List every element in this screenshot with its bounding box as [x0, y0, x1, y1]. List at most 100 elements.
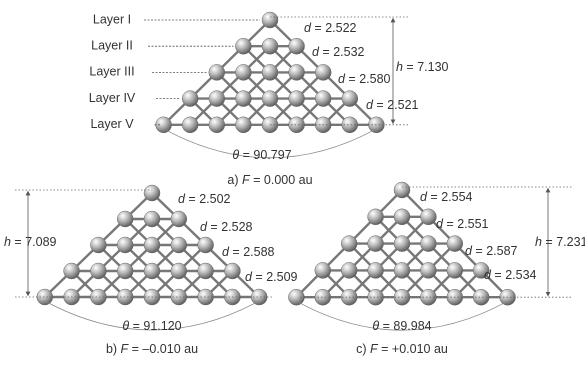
distance-label: d = 2.522	[304, 21, 357, 35]
atom	[171, 211, 187, 227]
distance-label-part: = 2.521	[373, 98, 419, 112]
atom	[288, 289, 304, 305]
atom	[420, 236, 436, 252]
caption-part: = –0.010 au	[128, 342, 198, 356]
distance-label: d = 2.521	[366, 98, 419, 112]
distance-label: d = 2.534	[484, 268, 537, 282]
figure: h = 7.130 θ = 90.797 d = 2.522 d = 2.532 d =…	[0, 0, 585, 370]
atom	[394, 209, 410, 225]
atom	[341, 262, 357, 278]
height-label: h = 7.231	[535, 235, 585, 249]
layer-label: Layer I	[93, 12, 131, 26]
atom	[198, 237, 214, 253]
angle-label-part: = 91.120	[129, 319, 182, 333]
atom	[262, 38, 278, 54]
layer-label: Layer III	[89, 65, 134, 79]
distance-label: d = 2.580	[338, 72, 391, 86]
distance-label: d = 2.554	[420, 190, 473, 204]
distance-label-part: = 2.534	[491, 268, 537, 282]
distance-label-part: = 2.532	[319, 45, 365, 59]
atom	[209, 64, 225, 80]
atom	[90, 263, 106, 279]
distance-label-part: = 2.588	[229, 245, 275, 259]
atom	[342, 91, 358, 107]
angle-label: θ = 91.120	[122, 319, 181, 333]
atom	[117, 263, 133, 279]
distance-label: d = 2.528	[200, 220, 253, 234]
atom	[144, 237, 160, 253]
atom	[198, 263, 214, 279]
angle-label: θ = 89.984	[372, 319, 431, 333]
atom	[182, 91, 198, 107]
atom	[315, 262, 331, 278]
atom	[394, 236, 410, 252]
caption-part: = 0.000 au	[250, 173, 313, 187]
angle-label: θ = 90.797	[232, 148, 291, 162]
atom	[171, 237, 187, 253]
atom	[315, 91, 331, 107]
distance-label: d = 2.587	[465, 244, 518, 258]
distance-label-part: = 2.587	[472, 244, 518, 258]
atom	[64, 263, 80, 279]
atom	[262, 12, 278, 28]
caption-part: b)	[106, 342, 121, 356]
atom	[368, 236, 384, 252]
layer-label: Layer IV	[89, 91, 136, 105]
atom	[144, 185, 160, 201]
distance-label-part: = 2.528	[207, 220, 253, 234]
atom	[235, 64, 251, 80]
distance-label-part: = 2.554	[427, 190, 473, 204]
atom	[420, 262, 436, 278]
distance-label-part: = 2.551	[443, 217, 489, 231]
distance-label: d = 2.551	[436, 217, 489, 231]
height-label-part: = 7.231	[542, 235, 585, 249]
atom	[289, 91, 305, 107]
atom	[209, 117, 225, 133]
atom	[90, 237, 106, 253]
atom	[341, 236, 357, 252]
caption-part: = +0.010 au	[378, 342, 448, 356]
caption: b) F = –0.010 au	[106, 342, 198, 356]
height-label: h = 7.130	[396, 60, 449, 74]
distance-label-part: = 2.522	[311, 21, 357, 35]
atom	[117, 211, 133, 227]
height-label: h = 7.089	[4, 235, 57, 249]
atom	[289, 38, 305, 54]
distance-label: d = 2.532	[312, 45, 365, 59]
height-label-part: h	[535, 235, 542, 249]
atom	[235, 38, 251, 54]
caption: c) F = +0.010 au	[356, 342, 448, 356]
atom	[368, 262, 384, 278]
atom	[368, 209, 384, 225]
atom	[182, 117, 198, 133]
atom	[394, 182, 410, 198]
atom	[209, 91, 225, 107]
atom	[117, 237, 133, 253]
atom	[144, 211, 160, 227]
layer-label: Layer V	[90, 117, 134, 131]
atom	[420, 209, 436, 225]
caption-part: a)	[227, 173, 242, 187]
distance-label: d = 2.588	[222, 245, 275, 259]
distance-label-part: = 2.502	[185, 192, 231, 206]
atom	[262, 91, 278, 107]
height-label-part: h	[396, 60, 403, 74]
distance-label-part: = 2.509	[252, 270, 298, 284]
atom	[144, 263, 160, 279]
angle-label-part: = 89.984	[379, 319, 432, 333]
atom	[171, 263, 187, 279]
height-label-part: = 7.130	[403, 60, 449, 74]
caption: a) F = 0.000 au	[227, 173, 312, 187]
height-label-part: = 7.089	[11, 235, 57, 249]
layer-label: Layer II	[91, 38, 133, 52]
atom	[289, 64, 305, 80]
atom	[262, 64, 278, 80]
atom	[447, 262, 463, 278]
distance-label: d = 2.509	[245, 270, 298, 284]
atom	[235, 91, 251, 107]
distance-label: d = 2.502	[178, 192, 231, 206]
angle-label-part: = 90.797	[239, 148, 292, 162]
atom	[447, 236, 463, 252]
distance-label-part: = 2.580	[345, 72, 391, 86]
atom	[315, 64, 331, 80]
